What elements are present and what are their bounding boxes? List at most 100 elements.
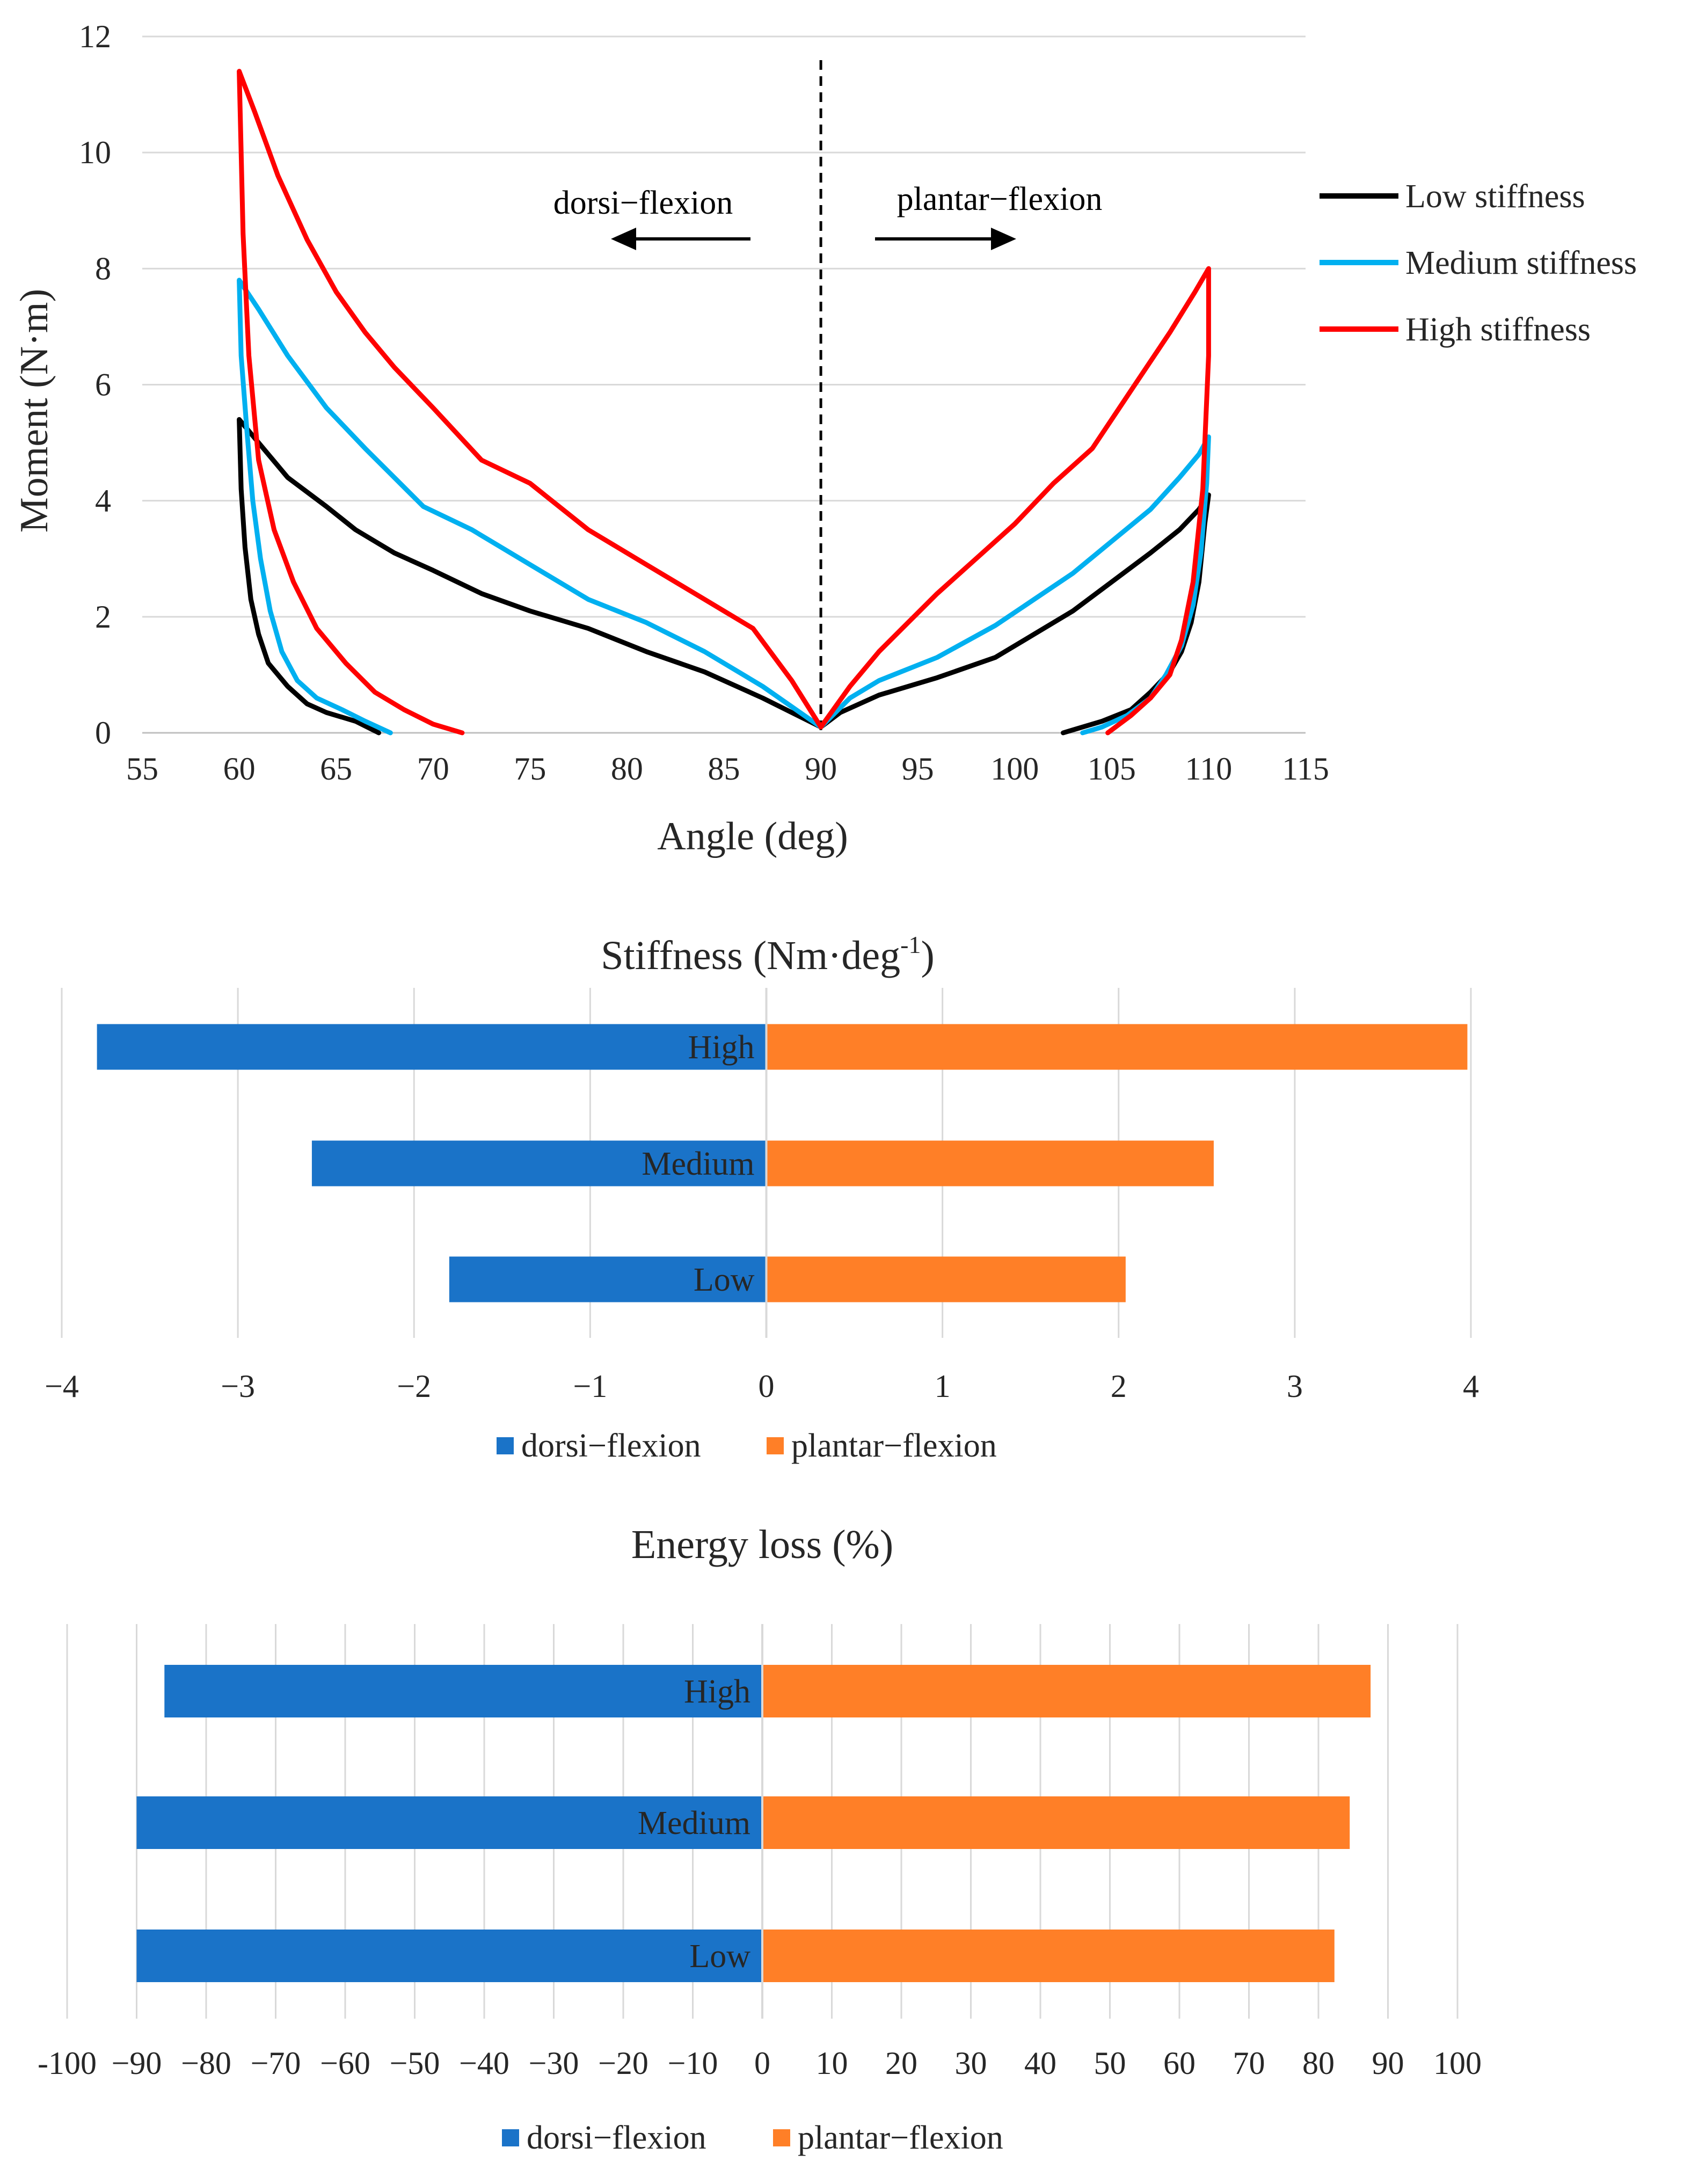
x-tick-label: −90	[112, 2045, 162, 2081]
bar-plantar-flexion-high	[767, 1024, 1468, 1070]
bar-plantar-flexion-medium	[763, 1796, 1350, 1849]
legend-label: dorsi−flexion	[521, 1428, 701, 1464]
x-tick-label: 1	[935, 1368, 951, 1404]
x-tick-label: 80	[1302, 2045, 1335, 2081]
y-tick-label: 6	[95, 367, 111, 403]
category-label: High	[684, 1673, 750, 1710]
y-tick-label: 0	[95, 715, 111, 751]
x-tick-label: 95	[902, 751, 934, 787]
x-tick-label: 55	[126, 751, 158, 787]
x-tick-label: 70	[417, 751, 449, 787]
bar-plantar-flexion-high	[763, 1665, 1371, 1717]
legend-label: High stiffness	[1405, 311, 1591, 348]
y-axis-label: Moment (N·m)	[12, 289, 56, 533]
x-tick-label: -100	[38, 2045, 97, 2081]
gridlines	[142, 35, 1306, 734]
x-tick-label: 75	[514, 751, 546, 787]
x-tick-label: −80	[181, 2045, 231, 2081]
x-tick-label: 20	[885, 2045, 917, 2081]
legend: dorsi−flexion plantar−flexion	[497, 1428, 997, 1464]
x-tick-label: −10	[668, 2045, 718, 2081]
x-tick-label: −20	[598, 2045, 648, 2081]
bars: High Medium Low	[136, 1624, 1371, 2019]
x-axis-label: Angle (deg)	[657, 814, 848, 858]
x-tick-label: 90	[805, 751, 837, 787]
legend-label: plantar−flexion	[798, 2120, 1003, 2156]
legend-swatch	[773, 2129, 790, 2146]
legend-swatch	[497, 1437, 514, 1454]
chart-title: Stiffness (Nm·deg-1)	[601, 931, 935, 978]
category-label: Medium	[638, 1805, 750, 1841]
x-tick-label: −3	[221, 1368, 255, 1404]
x-tick-label: −40	[459, 2045, 509, 2081]
bar-dorsi-flexion-high	[97, 1024, 766, 1070]
x-tick-labels: −4 −3 −2 −1 0 1 2 3 4	[45, 1368, 1479, 1404]
bar-plantar-flexion-low	[767, 1256, 1126, 1302]
bars: High Medium Low	[97, 988, 1468, 1338]
x-tick-label: 40	[1024, 2045, 1056, 2081]
x-tick-label: 90	[1372, 2045, 1404, 2081]
x-tick-label: 105	[1088, 751, 1136, 787]
y-tick-label: 10	[79, 135, 111, 170]
x-tick-label: 60	[1163, 2045, 1196, 2081]
series-line-medium-stiffness	[237, 278, 1211, 736]
legend: Low stiffness Medium stiffness High stiffn…	[1320, 178, 1637, 348]
bar-dorsi-flexion-medium	[136, 1796, 761, 1849]
x-tick-label: 50	[1094, 2045, 1126, 2081]
x-tick-label: 100	[1433, 2045, 1482, 2081]
x-tick-labels: -100 −90 −80 −70 −60 −50 −40 −30 −20 −10 0 10 20 30 40…	[38, 2045, 1482, 2081]
legend-label: dorsi−flexion	[527, 2120, 706, 2156]
legend-label: Medium stiffness	[1405, 245, 1637, 281]
x-tick-label: 100	[990, 751, 1039, 787]
x-tick-label: 85	[708, 751, 740, 787]
plantar-flexion-annotation: plantar−flexion	[897, 181, 1103, 217]
x-tick-label: 60	[223, 751, 256, 787]
series-line-high-stiffness	[237, 69, 1211, 736]
x-tick-label: 0	[754, 2045, 770, 2081]
left-arrow	[611, 228, 750, 250]
x-tick-label: −1	[573, 1368, 607, 1404]
y-tick-label: 12	[79, 19, 111, 54]
category-label: High	[688, 1029, 755, 1066]
x-tick-label: 3	[1287, 1368, 1303, 1404]
x-tick-label: 2	[1111, 1368, 1127, 1404]
legend: dorsi−flexion plantar−flexion	[502, 2120, 1003, 2156]
x-tick-label: 65	[320, 751, 352, 787]
legend-label: plantar−flexion	[791, 1428, 997, 1464]
y-tick-label: 2	[95, 599, 111, 635]
x-tick-label: 110	[1185, 751, 1233, 787]
legend-swatch	[502, 2129, 519, 2146]
category-label: Low	[694, 1262, 755, 1298]
chart-title: Energy loss (%)	[631, 1522, 893, 1567]
right-arrow	[875, 228, 1016, 250]
x-tick-label: −50	[390, 2045, 440, 2081]
curves	[237, 69, 1211, 736]
y-tick-label: 8	[95, 251, 111, 286]
x-tick-label: −60	[320, 2045, 370, 2081]
x-tick-label: −70	[251, 2045, 301, 2081]
y-tick-label: 4	[95, 483, 111, 519]
x-tick-label: 4	[1463, 1368, 1479, 1404]
bar-dorsi-flexion-low	[449, 1256, 766, 1302]
x-tick-label: −4	[45, 1368, 79, 1404]
bar-dorsi-flexion-low	[136, 1930, 761, 1982]
moment-angle-chart: 0 2 4 6 8 10 12 55 60 65 70 75 80 85 90 95 100 105 110 115…	[12, 19, 1637, 858]
x-tick-label: 115	[1282, 751, 1329, 787]
bar-plantar-flexion-medium	[767, 1140, 1214, 1186]
x-tick-label: 10	[816, 2045, 848, 2081]
x-tick-label: 0	[759, 1368, 775, 1404]
x-tick-label: −2	[397, 1368, 431, 1404]
legend-label: Low stiffness	[1405, 178, 1585, 215]
bar-dorsi-flexion-high	[164, 1665, 761, 1717]
category-label: Medium	[642, 1146, 754, 1182]
legend-swatch	[767, 1437, 784, 1454]
bar-plantar-flexion-low	[763, 1930, 1335, 1982]
x-tick-label: −30	[529, 2045, 579, 2081]
x-tick-label: 70	[1233, 2045, 1265, 2081]
x-tick-labels: 55 60 65 70 75 80 85 90 95 100 105 110 115	[126, 751, 1329, 787]
dorsi-flexion-annotation: dorsi−flexion	[553, 185, 733, 221]
energy-loss-chart: Energy loss (%) High Medium Low -100 −90 −80…	[38, 1522, 1482, 2156]
x-tick-label: 80	[611, 751, 643, 787]
